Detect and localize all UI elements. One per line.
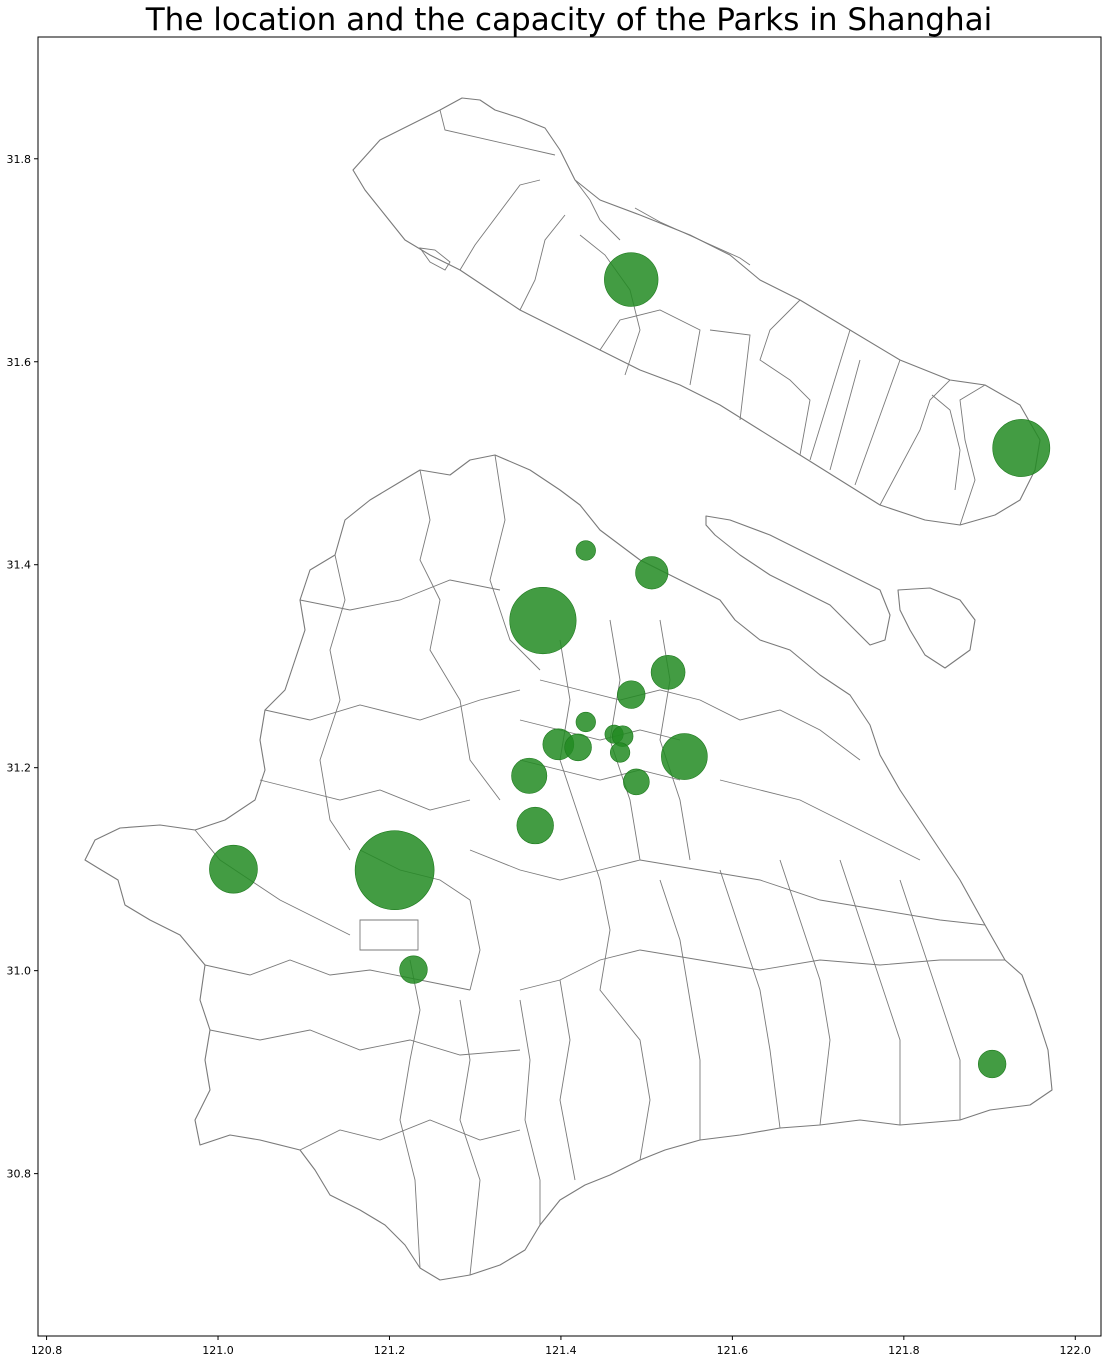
park-marker <box>399 955 428 984</box>
park-marker <box>635 556 669 590</box>
park-marker <box>564 733 592 762</box>
park-marker <box>609 742 631 763</box>
x-tick-label: 121.4 <box>545 1344 577 1357</box>
park-marker <box>623 768 650 796</box>
y-tick-label: 31.0 <box>7 965 32 978</box>
y-tick-label: 31.8 <box>7 153 32 166</box>
y-axis: 30.8 31.0 31.2 31.4 31.6 31.8 <box>7 153 38 1181</box>
y-tick-label: 31.2 <box>7 762 32 775</box>
district-boundaries <box>84 97 1053 1281</box>
axes-frame <box>37 36 1102 1337</box>
park-marker <box>661 733 708 780</box>
park-marker <box>209 844 258 894</box>
x-tick-label: 121.2 <box>374 1344 406 1357</box>
chongming-island <box>352 97 1041 526</box>
park-marker <box>604 252 659 307</box>
park-marker <box>509 586 577 655</box>
mainland-shanghai <box>84 454 1053 1281</box>
x-tick-label: 121.8 <box>888 1344 920 1357</box>
park-markers <box>209 252 1051 1079</box>
park-marker <box>575 711 596 733</box>
park-marker <box>617 680 646 709</box>
park-marker <box>650 655 686 690</box>
park-marker <box>516 806 554 845</box>
hengsha-island <box>897 587 976 669</box>
x-tick-label: 120.8 <box>31 1344 63 1357</box>
changxing-island <box>705 515 891 646</box>
park-marker <box>992 419 1051 477</box>
x-tick-label: 121.0 <box>202 1344 234 1357</box>
x-tick-label: 121.6 <box>717 1344 749 1357</box>
park-marker <box>977 1049 1007 1079</box>
x-axis: 120.8 121.0 121.2 121.4 121.6 121.8 122.0 <box>31 1336 1091 1357</box>
y-tick-label: 31.6 <box>7 356 32 369</box>
y-tick-label: 31.4 <box>7 559 32 572</box>
park-marker <box>354 830 435 911</box>
y-tick-label: 30.8 <box>7 1168 32 1181</box>
chart-title: The location and the capacity of the Par… <box>145 2 993 38</box>
x-tick-label: 122.0 <box>1060 1344 1092 1357</box>
park-marker <box>511 757 548 794</box>
park-marker <box>575 540 596 561</box>
